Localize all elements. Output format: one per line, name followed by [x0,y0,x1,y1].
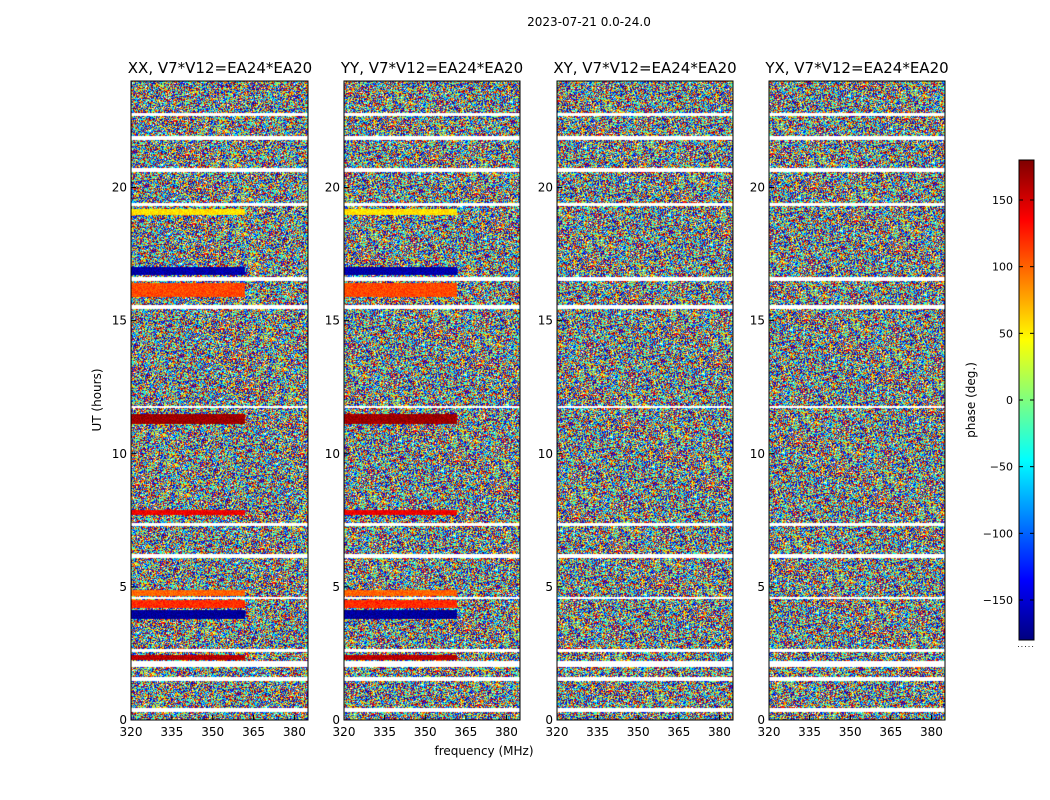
x-tick-label: 335 [160,725,183,739]
plot-frame-yy [343,80,521,721]
panel-title-yy: YY, V7*V12=EA24*EA20 [340,59,523,77]
y-tick-label: 20 [325,181,340,195]
y-tick-label: 15 [112,314,127,328]
panel-xx: XX, V7*V12=EA24*EA20 320 335 350 365 380 0 5 10… [112,59,313,739]
colorbar-label: phase (deg.) [964,362,978,438]
x-tick-label: 350 [839,725,862,739]
heatmap-image-xy [557,81,733,720]
x-tick-label: 335 [798,725,821,739]
axis-ticks-xy: 320 335 350 365 380 0 5 10 15 20 [538,181,731,740]
heatmap-image-yx [769,81,945,720]
panel-xy: XY, V7*V12=EA24*EA20 320 335 350 365 380 0 5 10… [538,59,737,739]
x-tick-label: 380 [283,725,306,739]
x-tick-label: 320 [120,725,143,739]
y-tick-label: 15 [750,314,765,328]
plot-frame-yx [768,80,946,721]
x-tick-label: 335 [586,725,609,739]
colorbar-tick-label: 0 [1006,394,1013,407]
colorbar-tick-label: 100 [992,261,1013,274]
x-tick-label: 380 [920,725,943,739]
y-tick-label: 20 [112,181,127,195]
colorbar-tick-label: 50 [999,327,1013,340]
colorbar: 150 100 50 0 −50 −100 −150 phase (deg.) ..... [964,159,1035,649]
colorbar-tick-label: −150 [983,594,1013,607]
y-tick-label: 0 [119,713,127,727]
heatmap-image-yy [344,81,520,720]
panel-yx: YX, V7*V12=EA24*EA20 320 335 350 365 380 0 5 10… [750,59,949,739]
y-axis-label: UT (hours) [90,368,104,431]
panel-title-yx: YX, V7*V12=EA24*EA20 [764,59,948,77]
x-tick-label: 365 [242,725,265,739]
y-tick-label: 10 [112,447,127,461]
panel-title-xy: XY, V7*V12=EA24*EA20 [553,59,736,77]
y-tick-label: 20 [750,181,765,195]
y-tick-label: 5 [757,580,765,594]
x-tick-label: 350 [414,725,437,739]
x-tick-label: 320 [333,725,356,739]
y-tick-label: 5 [119,580,127,594]
x-tick-label: 365 [667,725,690,739]
heatmap-image-xx [131,81,308,720]
colorbar-dots: ..... [1017,640,1035,649]
y-tick-label: 10 [325,447,340,461]
x-tick-label: 320 [758,725,781,739]
y-tick-label: 0 [757,713,765,727]
x-tick-label: 350 [201,725,224,739]
y-tick-label: 10 [538,447,553,461]
y-tick-label: 15 [538,314,553,328]
suptitle: 2023-07-21 0.0-24.0 [527,15,651,29]
y-tick-label: 5 [545,580,553,594]
panel-yy: YY, V7*V12=EA24*EA20 320 335 350 365 380 0 5 10… [325,59,523,739]
colorbar-ticks: 150 100 50 0 −50 −100 −150 [983,194,1034,607]
plot-frame-xy [556,80,734,721]
axis-ticks-xx: 320 335 350 365 380 0 5 10 15 20 [112,181,306,740]
x-tick-label: 350 [627,725,650,739]
x-tick-label: 365 [879,725,902,739]
y-tick-label: 0 [332,713,340,727]
colorbar-tick-label: −50 [990,461,1013,474]
colorbar-tick-label: −100 [983,527,1013,540]
colorbar-tick-label: 150 [992,194,1013,207]
axis-ticks-yy: 320 335 350 365 380 0 5 10 15 20 [325,181,518,740]
x-axis-label: frequency (MHz) [434,744,533,758]
plot-frame-xx [130,80,309,721]
y-tick-label: 5 [332,580,340,594]
x-tick-label: 380 [708,725,731,739]
y-tick-label: 20 [538,181,553,195]
y-tick-label: 15 [325,314,340,328]
y-tick-label: 10 [750,447,765,461]
panel-title-xx: XX, V7*V12=EA24*EA20 [128,59,312,77]
x-tick-label: 380 [495,725,518,739]
axis-ticks-yx: 320 335 350 365 380 0 5 10 15 20 [750,181,943,740]
y-tick-label: 0 [545,713,553,727]
x-tick-label: 365 [454,725,477,739]
x-tick-label: 320 [546,725,569,739]
x-tick-label: 335 [373,725,396,739]
